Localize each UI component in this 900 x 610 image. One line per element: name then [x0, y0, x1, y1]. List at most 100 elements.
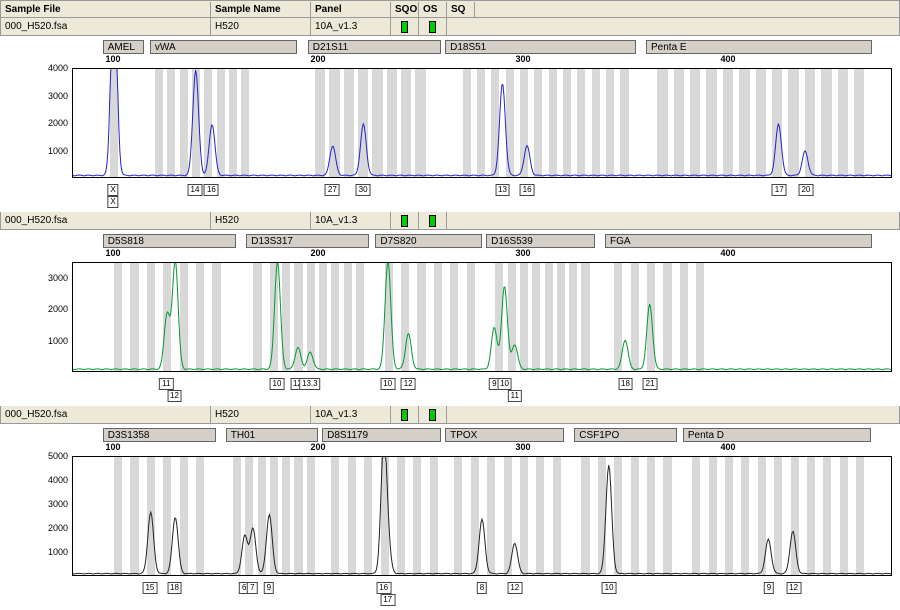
status-indicator	[401, 215, 408, 227]
y-tick: 1000	[48, 336, 68, 346]
allele-call[interactable]: 9	[264, 582, 274, 594]
allele-call[interactable]: 30	[356, 184, 371, 196]
locus-label[interactable]: D3S1358	[103, 428, 216, 442]
locus-label[interactable]: vWA	[150, 40, 298, 54]
y-axis: 100020003000	[40, 262, 70, 372]
allele-call[interactable]: 11	[159, 378, 173, 390]
allele-call[interactable]: 12	[401, 378, 416, 390]
locus-bar: D3S1358 TH01 D8S1179 TPOX CSF1PO Penta D	[72, 428, 892, 442]
locus-label[interactable]: D21S11	[308, 40, 441, 54]
allele-call[interactable]: 13	[495, 184, 510, 196]
allele-call[interactable]: 11	[508, 390, 522, 402]
allele-call[interactable]: 9	[764, 582, 774, 594]
allele-call[interactable]: 14	[188, 184, 203, 196]
status-indicator	[429, 409, 436, 421]
locus-label[interactable]: Penta D	[683, 428, 872, 442]
x-tick: 400	[720, 442, 735, 452]
panel-name: 10A_v1.3	[311, 406, 391, 423]
allele-call[interactable]: 10	[380, 378, 395, 390]
panel-name: 10A_v1.3	[311, 18, 391, 35]
y-tick: 1000	[48, 146, 68, 156]
locus-label[interactable]: FGA	[605, 234, 872, 248]
electropherogram-chart: 10002000300040005000	[40, 456, 900, 576]
allele-call[interactable]: 12	[167, 390, 182, 402]
x-tick: 400	[720, 248, 735, 258]
locus-label[interactable]: TPOX	[445, 428, 564, 442]
allele-call[interactable]: 27	[325, 184, 340, 196]
y-tick: 3000	[48, 499, 68, 509]
x-axis: 100200300400	[72, 54, 892, 66]
app-root: Sample FileSample NamePanelSQOOSSQ 000_H…	[0, 0, 900, 610]
x-tick: 200	[310, 442, 325, 452]
trace-svg	[73, 457, 891, 575]
sample-info-row: 000_H520.fsaH52010A_v1.3	[0, 212, 900, 230]
locus-label[interactable]: TH01	[226, 428, 318, 442]
y-tick: 2000	[48, 118, 68, 128]
sample-info-row: 000_H520.fsaH52010A_v1.3	[0, 406, 900, 424]
allele-call[interactable]: 16	[376, 582, 391, 594]
locus-label[interactable]: D7S820	[375, 234, 482, 248]
electropherogram-chart: 100020003000	[40, 262, 900, 372]
locus-label[interactable]: Penta E	[646, 40, 872, 54]
locus-label[interactable]: D18S51	[445, 40, 636, 54]
col-header[interactable]: SQO	[391, 2, 419, 17]
status-indicator	[401, 21, 408, 33]
allele-call[interactable]: 17	[380, 594, 395, 606]
sample-info-row: 000_H520.fsaH52010A_v1.3	[0, 18, 900, 36]
sample-file: 000_H520.fsa	[1, 18, 211, 35]
locus-label[interactable]: AMEL	[103, 40, 144, 54]
allele-call[interactable]: 16	[204, 184, 219, 196]
allele-call[interactable]: 15	[142, 582, 157, 594]
locus-label[interactable]: D5S818	[103, 234, 236, 248]
col-header[interactable]: Panel	[311, 2, 391, 17]
status-indicator	[401, 409, 408, 421]
plot-area[interactable]	[72, 68, 892, 178]
x-tick: 300	[515, 442, 530, 452]
allele-call[interactable]: 18	[618, 378, 633, 390]
allele-call[interactable]: 18	[167, 582, 182, 594]
locus-bar: AMEL vWA D21S11 D18S51 Penta E	[72, 40, 892, 54]
col-header[interactable]: Sample Name	[211, 2, 311, 17]
allele-call[interactable]: 12	[507, 582, 522, 594]
col-header[interactable]: Sample File	[1, 2, 211, 17]
y-tick: 3000	[48, 91, 68, 101]
allele-call[interactable]: 10	[497, 378, 512, 390]
sample-name: H520	[211, 406, 311, 423]
allele-call[interactable]: X	[107, 196, 118, 208]
locus-label[interactable]: CSF1PO	[574, 428, 677, 442]
plot-area[interactable]	[72, 456, 892, 576]
col-header[interactable]: OS	[419, 2, 447, 17]
allele-call[interactable]: X	[107, 184, 118, 196]
x-tick: 200	[310, 248, 325, 258]
col-header[interactable]: SQ	[447, 2, 475, 17]
allele-call[interactable]: 10	[270, 378, 285, 390]
allele-call[interactable]: 8	[477, 582, 487, 594]
status-indicator	[429, 21, 436, 33]
x-tick: 200	[310, 54, 325, 64]
electropherogram-chart: 1000200030004000	[40, 68, 900, 178]
plot-area[interactable]	[72, 262, 892, 372]
allele-call[interactable]: 16	[520, 184, 535, 196]
x-tick: 100	[105, 54, 120, 64]
os-cell	[419, 18, 447, 35]
allele-call[interactable]: 13.3	[299, 378, 321, 390]
allele-call[interactable]: 20	[798, 184, 813, 196]
allele-call[interactable]: 10	[602, 582, 617, 594]
locus-bar: D5S818 D13S317 D7S820 D16S539 FGA	[72, 234, 892, 248]
y-tick: 4000	[48, 63, 68, 73]
y-tick: 1000	[48, 547, 68, 557]
allele-call[interactable]: 12	[786, 582, 801, 594]
locus-label[interactable]: D8S1179	[322, 428, 441, 442]
locus-label[interactable]: D13S317	[246, 234, 369, 248]
allele-call[interactable]: 17	[772, 184, 787, 196]
sqo-cell	[391, 18, 419, 35]
y-tick: 5000	[48, 451, 68, 461]
x-tick: 300	[515, 54, 530, 64]
y-tick: 3000	[48, 273, 68, 283]
sample-name: H520	[211, 212, 311, 229]
sample-file: 000_H520.fsa	[1, 406, 211, 423]
allele-call[interactable]: 7	[247, 582, 257, 594]
locus-label[interactable]: D16S539	[486, 234, 595, 248]
sample-file: 000_H520.fsa	[1, 212, 211, 229]
allele-call[interactable]: 21	[643, 378, 658, 390]
